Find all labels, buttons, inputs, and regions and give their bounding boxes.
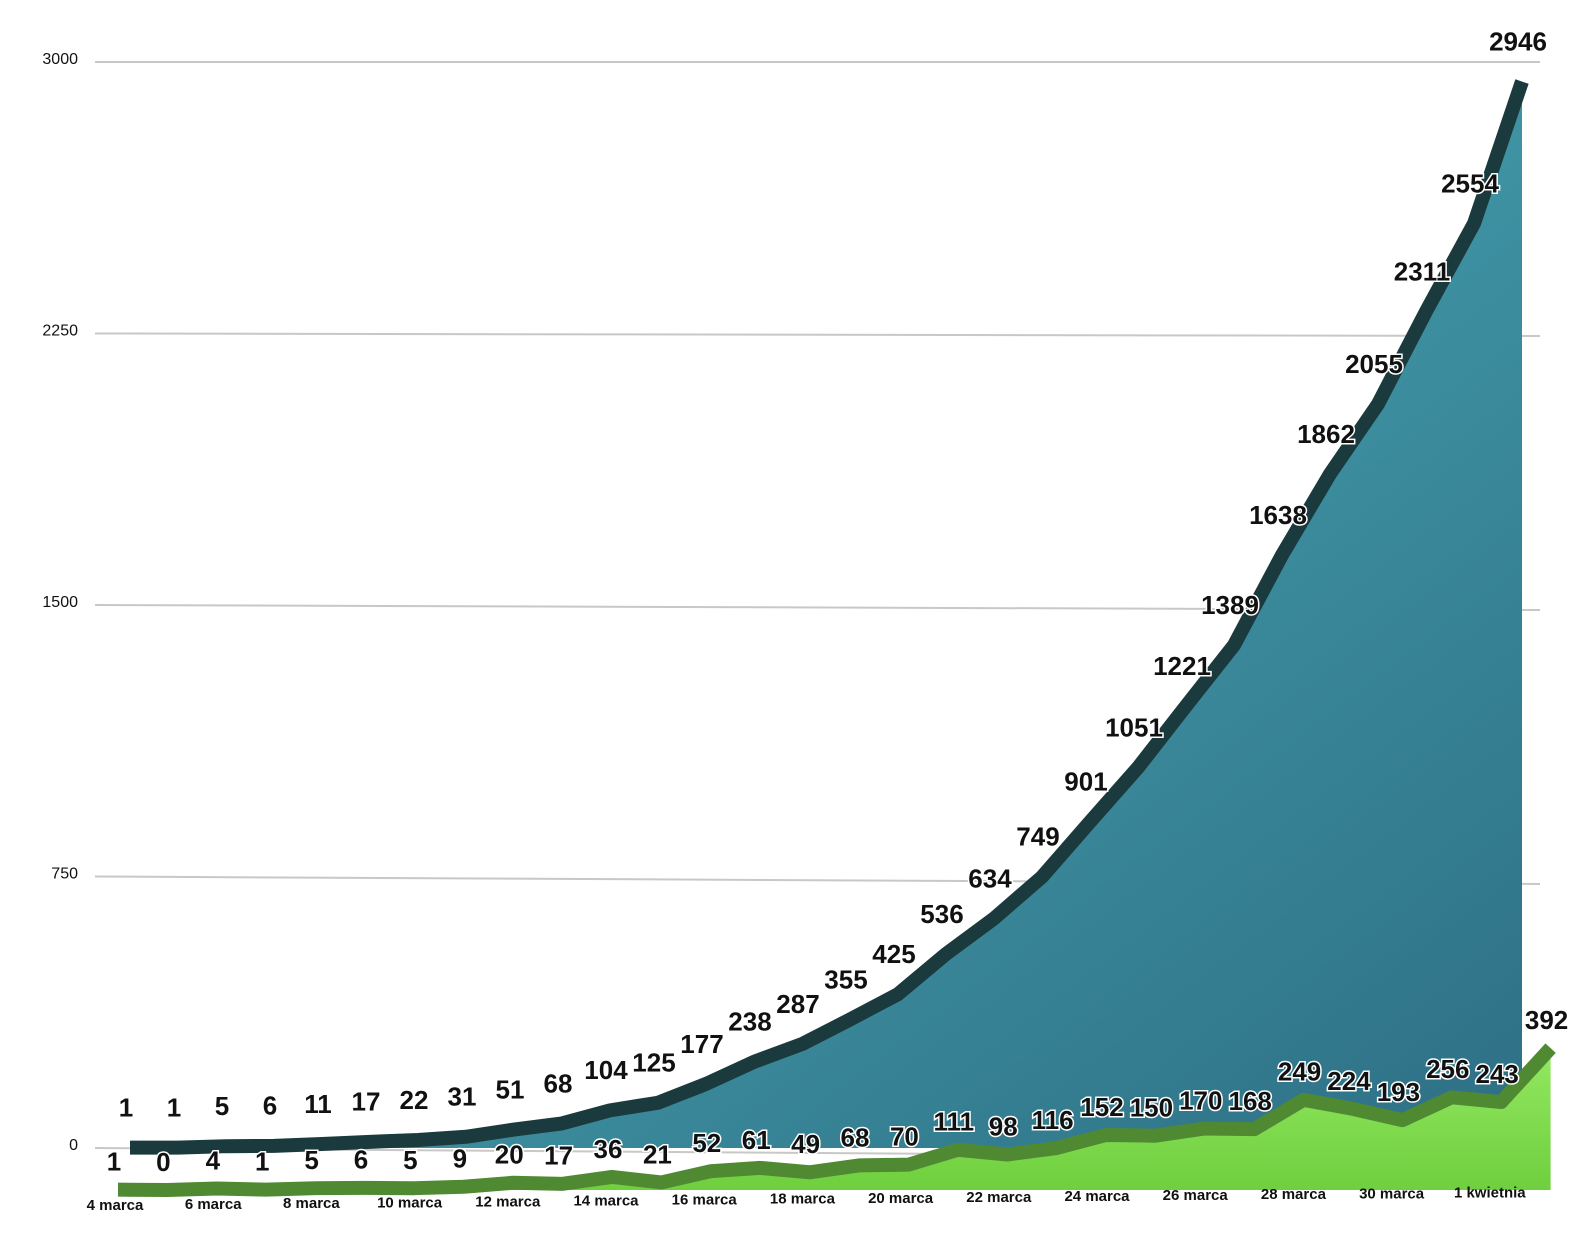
x-tick-label: 30 marca — [1359, 1185, 1425, 1202]
value-label: 104 — [584, 1055, 628, 1085]
value-label: 52 — [692, 1128, 721, 1158]
area — [118, 1048, 1551, 1190]
value-label: 1 — [107, 1147, 121, 1177]
value-label: 98 — [989, 1111, 1018, 1141]
value-label: 17 — [544, 1141, 573, 1171]
value-label: 1862 — [1297, 419, 1355, 449]
value-label: 68 — [841, 1122, 870, 1152]
value-label: 2055 — [1345, 349, 1403, 379]
value-label: 51 — [496, 1074, 525, 1104]
value-label: 2554 — [1441, 168, 1499, 198]
value-label: 238 — [728, 1007, 771, 1037]
value-label: 901 — [1064, 767, 1107, 797]
value-label: 68 — [544, 1068, 573, 1098]
area-edge — [117, 1043, 1556, 1197]
value-label: 150 — [1130, 1093, 1173, 1123]
value-label: 61 — [742, 1125, 771, 1155]
value-label: 49 — [791, 1129, 820, 1159]
value-label: 168 — [1229, 1086, 1272, 1116]
area — [130, 81, 1522, 1149]
x-tick-label: 22 marca — [966, 1189, 1032, 1206]
value-label: 1051 — [1105, 712, 1163, 742]
y-tick-label: 1500 — [42, 594, 78, 611]
value-label: 1 — [255, 1147, 269, 1177]
value-label: 116 — [1032, 1105, 1074, 1135]
value-label: 634 — [968, 863, 1012, 893]
value-label: 224 — [1327, 1066, 1371, 1096]
value-label: 5 — [215, 1091, 229, 1121]
x-tick-label: 6 marca — [185, 1196, 242, 1213]
value-label: 243 — [1476, 1059, 1519, 1089]
x-tick-label: 18 marca — [770, 1191, 836, 1208]
value-label: 21 — [643, 1139, 672, 1169]
value-label: 31 — [448, 1082, 477, 1112]
value-label: 152 — [1080, 1092, 1123, 1122]
value-label: 70 — [890, 1122, 919, 1152]
value-label: 749 — [1016, 822, 1059, 852]
value-label: 256 — [1426, 1054, 1469, 1084]
value-label: 1221 — [1153, 651, 1211, 681]
x-tick-label: 12 marca — [475, 1193, 541, 1210]
value-label: 4 — [206, 1145, 221, 1175]
value-label: 125 — [632, 1048, 675, 1078]
value-label: 1389 — [1201, 590, 1259, 620]
x-tick-label: 26 marca — [1163, 1187, 1229, 1204]
x-tick-label: 10 marca — [377, 1194, 443, 1211]
value-label: 249 — [1278, 1057, 1321, 1087]
value-label: 193 — [1377, 1077, 1420, 1107]
x-tick-label: 20 marca — [868, 1190, 934, 1207]
x-tick-label: 1 kwietnia — [1454, 1184, 1526, 1201]
y-tick-label: 0 — [69, 1137, 78, 1154]
value-label: 2311 — [1394, 256, 1450, 286]
value-label: 0 — [156, 1147, 170, 1177]
value-label: 1638 — [1249, 500, 1307, 530]
value-label: 5 — [304, 1145, 318, 1175]
x-tick-label: 14 marca — [573, 1192, 639, 1209]
value-label: 20 — [495, 1140, 524, 1170]
value-label: 355 — [824, 964, 867, 994]
value-label: 177 — [680, 1029, 723, 1059]
area-edge — [130, 79, 1529, 1155]
grid-line — [94, 332, 1541, 337]
value-label: 536 — [920, 899, 963, 929]
value-label: 6 — [263, 1091, 277, 1121]
value-label: 2946 — [1489, 26, 1547, 56]
y-tick-label: 3000 — [42, 51, 78, 68]
value-label: 111 — [934, 1107, 975, 1137]
value-label: 17 — [352, 1087, 381, 1117]
value-label: 22 — [400, 1085, 429, 1115]
value-label: 287 — [776, 989, 819, 1019]
value-label: 392 — [1525, 1005, 1568, 1035]
value-label: 425 — [872, 939, 915, 969]
x-tick-label: 24 marca — [1064, 1188, 1130, 1205]
x-tick-label: 28 marca — [1261, 1186, 1327, 1203]
value-label: 1 — [119, 1093, 133, 1123]
value-label: 5 — [403, 1145, 417, 1175]
x-tick-label: 4 marca — [87, 1197, 144, 1214]
value-label: 36 — [594, 1134, 623, 1164]
x-tick-label: 8 marca — [283, 1195, 340, 1212]
y-tick-label: 2250 — [42, 323, 78, 340]
value-label: 6 — [354, 1145, 368, 1175]
x-tick-label: 16 marca — [672, 1192, 738, 1209]
value-label: 9 — [453, 1144, 467, 1174]
value-label: 1 — [167, 1093, 181, 1123]
value-label: 11 — [304, 1089, 332, 1119]
value-label: 170 — [1179, 1085, 1222, 1115]
y-tick-label: 750 — [51, 866, 78, 883]
